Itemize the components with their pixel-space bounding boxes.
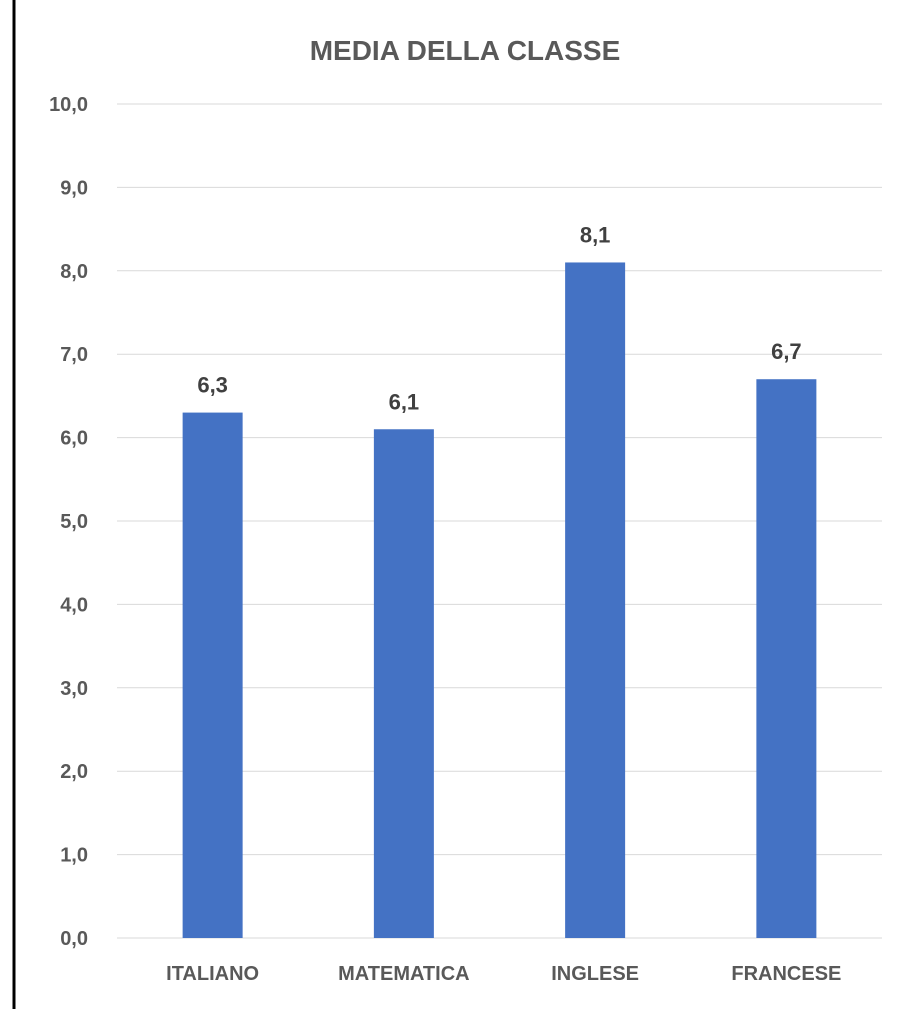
y-tick-label: 4,0 — [60, 594, 88, 616]
category-label: INGLESE — [551, 963, 639, 985]
y-tick-label: 8,0 — [60, 261, 88, 283]
bar — [756, 379, 817, 939]
bar — [565, 262, 626, 939]
data-label: 8,1 — [580, 222, 611, 247]
bar — [182, 412, 243, 939]
data-label: 6,3 — [197, 373, 228, 398]
y-tick-label: 0,0 — [60, 928, 88, 950]
bars — [182, 262, 817, 939]
y-tick-label: 10,0 — [49, 94, 88, 116]
category-label: MATEMATICA — [338, 963, 469, 985]
bar — [373, 429, 434, 938]
y-tick-label: 7,0 — [60, 344, 88, 366]
gridlines — [117, 103, 882, 939]
data-label: 6,1 — [389, 389, 420, 414]
chart-title: MEDIA DELLA CLASSE — [310, 35, 621, 66]
y-axis-tick-labels: 0,0 1,0 2,0 3,0 4,0 5,0 6,0 7,0 8,0 9,0 10,0 — [49, 94, 88, 950]
category-label: FRANCESE — [731, 963, 841, 985]
y-tick-label: 1,0 — [60, 845, 88, 867]
y-tick-label: 2,0 — [60, 761, 88, 783]
y-tick-label: 5,0 — [60, 511, 88, 533]
y-tick-label: 3,0 — [60, 678, 88, 700]
data-labels: 6,3 6,1 8,1 6,7 — [197, 222, 801, 414]
y-tick-label: 6,0 — [60, 428, 88, 450]
x-axis-category-labels: ITALIANO MATEMATICA INGLESE FRANCESE — [166, 963, 841, 985]
y-tick-label: 9,0 — [60, 177, 88, 199]
data-label: 6,7 — [771, 339, 802, 364]
category-label: ITALIANO — [166, 963, 259, 985]
